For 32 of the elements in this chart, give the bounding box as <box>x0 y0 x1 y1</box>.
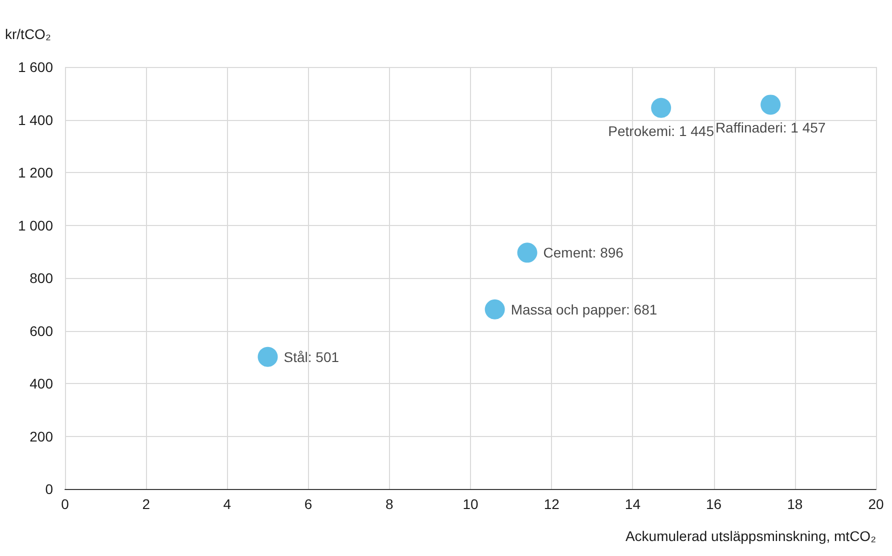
y-tick-label: 1 000 <box>18 217 54 234</box>
x-tick-label: 2 <box>142 496 150 512</box>
y-tick-label: 1 200 <box>18 164 54 180</box>
x-tick-label: 6 <box>304 496 312 512</box>
x-tick-label: 20 <box>868 496 884 512</box>
y-tick-label: 1 400 <box>18 112 54 128</box>
x-tick-label: 16 <box>706 496 722 512</box>
point <box>651 98 672 118</box>
annotation: Massa och papper: 681 <box>510 301 658 318</box>
y-tick-label: 800 <box>30 270 54 286</box>
y-axis-title: kr/tCO₂ <box>5 26 51 42</box>
annotation: Petrokemi: 1 445 <box>608 122 714 139</box>
point <box>258 346 278 367</box>
point <box>517 242 538 263</box>
annotation: Raffinaderi: 1 457 <box>715 120 826 136</box>
point <box>484 299 505 320</box>
point <box>760 94 781 115</box>
x-tick-label: 18 <box>787 496 803 512</box>
x-tick-label: 4 <box>223 496 232 512</box>
x-tick-label: 12 <box>544 496 560 512</box>
x-tick-label: 8 <box>386 496 394 512</box>
y-tick-label: 1 600 <box>18 59 54 75</box>
x-axis-title: Ackumulerad utsläppsminskning, mtCO₂ <box>625 528 876 544</box>
y-tick-label: 200 <box>30 428 54 444</box>
x-tick-label: 14 <box>624 496 641 512</box>
y-tick-label: 600 <box>30 322 54 339</box>
x-tick-label: 10 <box>462 496 478 512</box>
x-tick-label: 0 <box>61 496 70 512</box>
annotation: Stål: 501 <box>284 348 340 365</box>
y-tick-label: 0 <box>45 481 54 497</box>
annotation: Cement: 896 <box>543 244 624 261</box>
y-tick-label: 400 <box>30 376 54 392</box>
